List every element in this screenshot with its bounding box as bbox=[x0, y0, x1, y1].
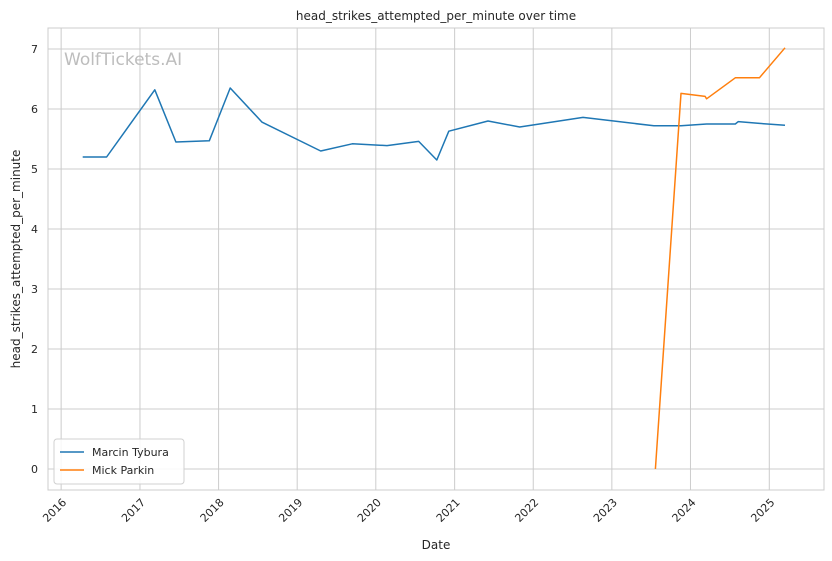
x-tick-label: 2023 bbox=[591, 496, 620, 525]
series-line-mick-parkin bbox=[654, 47, 786, 470]
series-layer bbox=[82, 47, 786, 470]
legend: Marcin Tybura Mick Parkin bbox=[53, 438, 185, 485]
x-tick-label: 2022 bbox=[512, 496, 541, 525]
x-tick-label: 2024 bbox=[670, 496, 699, 525]
y-tick-label: 5 bbox=[31, 163, 38, 176]
watermark: WolfTickets.AI bbox=[64, 50, 182, 70]
chart-title: head_strikes_attempted_per_minute over t… bbox=[296, 9, 576, 23]
legend-label-mick-parkin: Mick Parkin bbox=[92, 464, 154, 477]
y-tick-label: 0 bbox=[31, 463, 38, 476]
legend-box bbox=[53, 438, 185, 485]
x-tick-label: 2019 bbox=[276, 496, 305, 525]
series-line-marcin-tybura bbox=[82, 87, 786, 161]
x-tick-label: 2016 bbox=[40, 496, 69, 525]
y-tick-label: 1 bbox=[31, 403, 38, 416]
x-axis-label: Date bbox=[422, 538, 451, 552]
y-tick-label: 6 bbox=[31, 103, 38, 116]
x-tick-label: 2018 bbox=[198, 496, 227, 525]
y-axis-label: head_strikes_attempted_per_minute bbox=[9, 150, 23, 369]
grid bbox=[48, 28, 824, 490]
x-tick-label: 2020 bbox=[355, 496, 384, 525]
legend-label-marcin-tybura: Marcin Tybura bbox=[92, 446, 169, 459]
x-tick-label: 2021 bbox=[434, 496, 463, 525]
plot-area bbox=[47, 27, 825, 491]
y-tick-label: 4 bbox=[31, 223, 38, 236]
y-tick-label: 3 bbox=[31, 283, 38, 296]
y-tick-label: 2 bbox=[31, 343, 38, 356]
x-tick-label: 2025 bbox=[748, 496, 777, 525]
y-tick-label: 7 bbox=[31, 43, 38, 56]
x-tick-label: 2017 bbox=[119, 496, 148, 525]
